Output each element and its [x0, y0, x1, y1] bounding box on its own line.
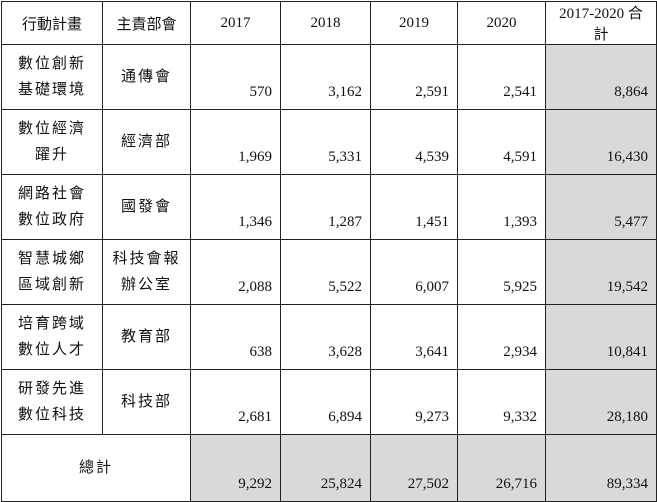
- footer-row: 總計 9,292 25,824 27,502 26,716 89,334: [1, 434, 657, 502]
- cell-line: 數位創新: [17, 56, 86, 72]
- dept-cell: 通傳會: [102, 44, 191, 110]
- footer-value: 26,716: [457, 434, 546, 502]
- cell-line: 基礎環境: [17, 82, 86, 98]
- total-cell: 28,180: [545, 369, 657, 435]
- value-cell: 3,641: [370, 304, 458, 370]
- dept-cell: 教育部: [102, 304, 191, 370]
- header-row: 行動計畫 主責部會 2017 2018 2019 2020 2017-2020 合計: [1, 1, 657, 45]
- table-body: 數位創新 基礎環境 通傳會 570 3,162 2,591 2,541 8,864 數位經濟 躍升…: [1, 44, 657, 502]
- value-cell: 2,541: [457, 44, 546, 110]
- cell-line: 智慧城鄉: [17, 251, 86, 267]
- table-row: 研發先進數位科技 科技部 2,681 6,894 9,273 9,332 28,180: [1, 369, 657, 435]
- header-cell: 2020: [457, 1, 546, 45]
- plan-cell: 智慧城鄉 區域創新: [1, 239, 103, 305]
- dept-cell: 科技部: [102, 369, 191, 435]
- value-cell: 570: [190, 44, 281, 110]
- value-cell: 4,539: [370, 109, 458, 175]
- value-cell: 1,393: [457, 174, 546, 240]
- dept-cell: 科技會報 辦公室: [102, 239, 191, 305]
- plan-cell: 數位創新 基礎環境: [1, 44, 103, 110]
- value-cell: 1,287: [280, 174, 371, 240]
- cell-line: 躍升: [34, 147, 69, 163]
- value-cell: 638: [190, 304, 281, 370]
- cell-line: 數位經濟: [17, 121, 86, 137]
- value-cell: 5,522: [280, 239, 371, 305]
- header-cell: 2017-2020 合計: [545, 1, 657, 45]
- total-cell: 19,542: [545, 239, 657, 305]
- value-cell: 2,088: [190, 239, 281, 305]
- footer-value: 25,824: [280, 434, 371, 502]
- table-row: 智慧城鄉 區域創新 科技會報 辦公室 2,088 5,522 6,007 5,925 19,54…: [1, 239, 657, 305]
- cell-line: 通傳會: [120, 69, 172, 85]
- cell-line: 研發先進: [17, 381, 86, 397]
- value-cell: 9,273: [370, 369, 458, 435]
- total-cell: 16,430: [545, 109, 657, 175]
- plan-cell: 網路社會 數位政府: [1, 174, 103, 240]
- value-cell: 2,681: [190, 369, 281, 435]
- cell-line: 網路社會: [17, 186, 86, 202]
- total-cell: 8,864: [545, 44, 657, 110]
- header-cell: 2017: [190, 1, 281, 45]
- value-cell: 2,934: [457, 304, 546, 370]
- footer-value: 27,502: [370, 434, 458, 502]
- header-cell: 行動計畫: [1, 1, 103, 45]
- cell-line: 培育跨域: [17, 316, 86, 332]
- cell-line: 經濟部: [120, 134, 172, 150]
- header-cell: 2019: [370, 1, 458, 45]
- table-row: 數位創新基礎環境 通傳會 570 3,162 2,591 2,541 8,864: [1, 44, 657, 110]
- value-cell: 2,591: [370, 44, 458, 110]
- table-row: 數位經濟躍升 經濟部 1,969 5,331 4,539 4,591 16,430: [1, 109, 657, 175]
- footer-total: 89,334: [545, 434, 657, 502]
- dept-cell: 國發會: [102, 174, 191, 240]
- cell-line: 教育部: [120, 329, 172, 345]
- value-cell: 9,332: [457, 369, 546, 435]
- header-cell: 2018: [280, 1, 371, 45]
- footer-label: 總計: [1, 434, 191, 502]
- cell-line: 國發會: [120, 199, 172, 215]
- total-cell: 10,841: [545, 304, 657, 370]
- cell-line: 數位政府: [17, 212, 86, 228]
- value-cell: 1,451: [370, 174, 458, 240]
- value-cell: 1,346: [190, 174, 281, 240]
- cell-line: 區域創新: [17, 277, 86, 293]
- plan-cell: 數位經濟 躍升: [1, 109, 103, 175]
- footer-value: 9,292: [190, 434, 281, 502]
- total-cell: 5,477: [545, 174, 657, 240]
- cell-line: 辦公室: [120, 277, 172, 293]
- table-row: 網路社會數位政府 國發會 1,346 1,287 1,451 1,393 5,477: [1, 174, 657, 240]
- cell-line: 數位科技: [17, 407, 86, 423]
- header-cell: 主責部會: [102, 1, 191, 45]
- cell-line: 科技會報: [112, 251, 181, 267]
- value-cell: 1,969: [190, 109, 281, 175]
- value-cell: 3,628: [280, 304, 371, 370]
- value-cell: 6,007: [370, 239, 458, 305]
- plan-cell: 研發先進 數位科技: [1, 369, 103, 435]
- value-cell: 5,331: [280, 109, 371, 175]
- value-cell: 6,894: [280, 369, 371, 435]
- table-row: 培育跨域數位人才 教育部 638 3,628 3,641 2,934 10,841: [1, 304, 657, 370]
- plan-cell: 培育跨域 數位人才: [1, 304, 103, 370]
- cell-line: 數位人才: [17, 342, 86, 358]
- cell-line: 科技部: [120, 394, 172, 410]
- dept-cell: 經濟部: [102, 109, 191, 175]
- value-cell: 4,591: [457, 109, 546, 175]
- value-cell: 3,162: [280, 44, 371, 110]
- value-cell: 5,925: [457, 239, 546, 305]
